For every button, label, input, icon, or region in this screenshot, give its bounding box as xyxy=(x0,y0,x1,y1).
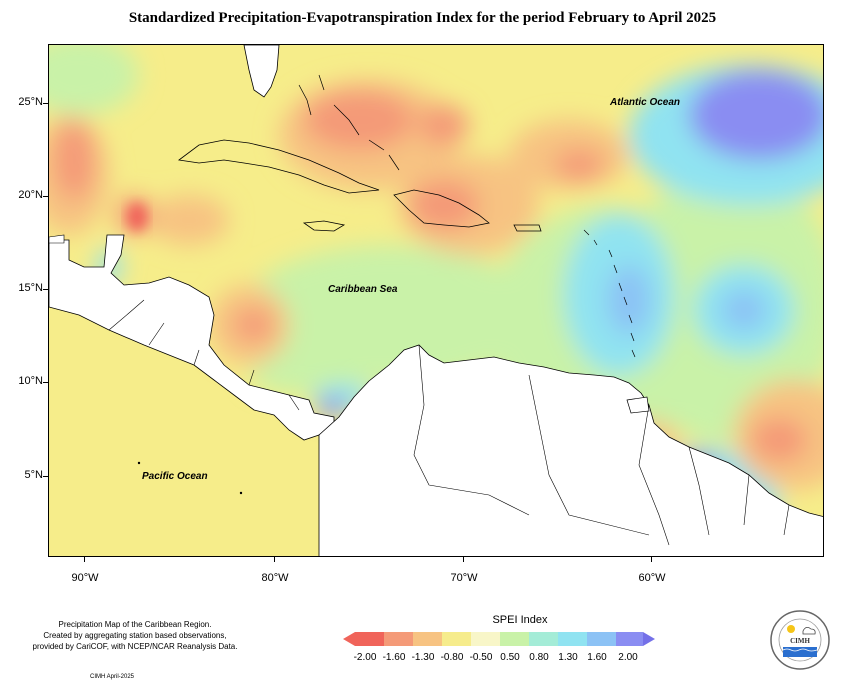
legend-label: 0.50 xyxy=(500,652,520,663)
credit-date: CIMH April-2025 xyxy=(90,674,135,680)
lat-tick xyxy=(43,382,48,383)
legend-swatch xyxy=(558,632,587,646)
legend-swatch xyxy=(616,632,643,646)
atlantic-ocean-label: Atlantic Ocean xyxy=(610,97,681,108)
trinidad-outline xyxy=(626,396,650,414)
legend-title: SPEI Index xyxy=(492,614,548,626)
legend-label: -1.60 xyxy=(382,652,406,663)
spei-near-normal-zone xyxy=(239,245,539,385)
legend-swatch xyxy=(500,632,529,646)
spei-dry-zone xyxy=(304,90,414,150)
florida-landmass xyxy=(243,45,280,98)
lat-label-25n: 25°N xyxy=(18,96,43,108)
spei-dry-zone xyxy=(409,180,479,230)
spei-dry-zone xyxy=(554,150,604,180)
legend-swatch-extreme-wet xyxy=(643,632,655,646)
legend-swatch xyxy=(355,632,384,646)
lat-label-15n: 15°N xyxy=(18,282,43,294)
spei-dry-zone xyxy=(234,309,274,341)
legend-swatch xyxy=(529,632,558,646)
credit-line: Precipitation Map of the Caribbean Regio… xyxy=(58,620,212,629)
lon-label-90w: 90°W xyxy=(71,572,99,584)
lat-tick xyxy=(43,476,48,477)
legend-label: -0.50 xyxy=(469,652,493,663)
lat-label-10n: 10°N xyxy=(18,375,43,387)
spei-dry-zone xyxy=(751,418,807,462)
wave-icon xyxy=(782,648,818,652)
sun-icon xyxy=(787,625,795,633)
island-marker xyxy=(239,491,243,495)
spei-very-wet-zone xyxy=(689,70,823,160)
spei-near-normal-zone xyxy=(249,355,369,395)
legend-swatch-extreme-dry xyxy=(343,632,355,646)
legend-label: -2.00 xyxy=(353,652,377,663)
lat-label-20n: 20°N xyxy=(18,189,43,201)
lon-tick xyxy=(84,557,85,562)
lat-tick xyxy=(43,196,48,197)
spei-near-normal-zone xyxy=(49,45,139,115)
lon-tick xyxy=(651,557,652,562)
credit-line: provided by CariCOF, with NCEP/NCAR Rean… xyxy=(32,642,238,651)
cuba-outline xyxy=(177,139,380,194)
legend-swatch xyxy=(442,632,471,646)
spei-wet-zone xyxy=(722,290,766,330)
central-america-landmass xyxy=(49,234,335,441)
legend-swatch xyxy=(413,632,442,646)
spei-extreme-dry xyxy=(127,203,147,231)
legend-label: -1.30 xyxy=(411,652,435,663)
puerto-rico-outline xyxy=(513,224,542,232)
spei-very-wet-zone xyxy=(317,397,347,417)
spei-extreme-dry-zone xyxy=(127,203,147,231)
lat-label-5n: 5°N xyxy=(24,469,43,481)
legend-label: -0.80 xyxy=(440,652,464,663)
lat-tick xyxy=(43,103,48,104)
spei-map-canvas xyxy=(49,45,823,556)
caribbean-sea-label: Caribbean Sea xyxy=(328,284,398,295)
legend-colorbar xyxy=(343,632,655,646)
jamaica-outline xyxy=(302,220,346,232)
spei-wet-zone xyxy=(607,265,651,335)
spei-map xyxy=(48,44,824,557)
map-credit: Precipitation Map of the Caribbean Regio… xyxy=(6,619,264,652)
hispaniola-outline xyxy=(393,189,490,228)
legend-label: 0.80 xyxy=(529,652,549,663)
south-america-landmass xyxy=(318,344,823,556)
spei-dry-zone xyxy=(149,195,229,245)
country-borders xyxy=(108,299,790,546)
water-icon xyxy=(783,647,817,657)
map-title: Standardized Precipitation-Evapotranspir… xyxy=(128,10,717,26)
lat-tick xyxy=(43,289,48,290)
legend-label: 1.60 xyxy=(587,652,607,663)
bahamas-outline xyxy=(298,74,400,171)
legend-swatch xyxy=(587,632,616,646)
lon-label-60w: 60°W xyxy=(638,572,666,584)
legend-label: 2.00 xyxy=(618,652,638,663)
legend-label: 1.30 xyxy=(558,652,578,663)
legend-swatch xyxy=(471,632,500,646)
cimh-logo: CIMH xyxy=(770,610,830,670)
spei-dry-zone xyxy=(419,105,469,145)
lon-tick xyxy=(274,557,275,562)
logo-text: CIMH xyxy=(790,637,810,645)
pacific-ocean-label: Pacific Ocean xyxy=(142,471,208,482)
credit-line: Created by aggregating station based obs… xyxy=(43,631,227,640)
island-marker xyxy=(137,461,141,465)
lon-label-70w: 70°W xyxy=(450,572,478,584)
lon-tick xyxy=(463,557,464,562)
mexico-landmass xyxy=(49,234,65,244)
lon-label-80w: 80°W xyxy=(261,572,289,584)
legend-swatch xyxy=(384,632,413,646)
cloud-icon xyxy=(802,627,816,635)
lesser-antilles xyxy=(583,229,636,358)
spei-dry-zone xyxy=(54,120,94,200)
